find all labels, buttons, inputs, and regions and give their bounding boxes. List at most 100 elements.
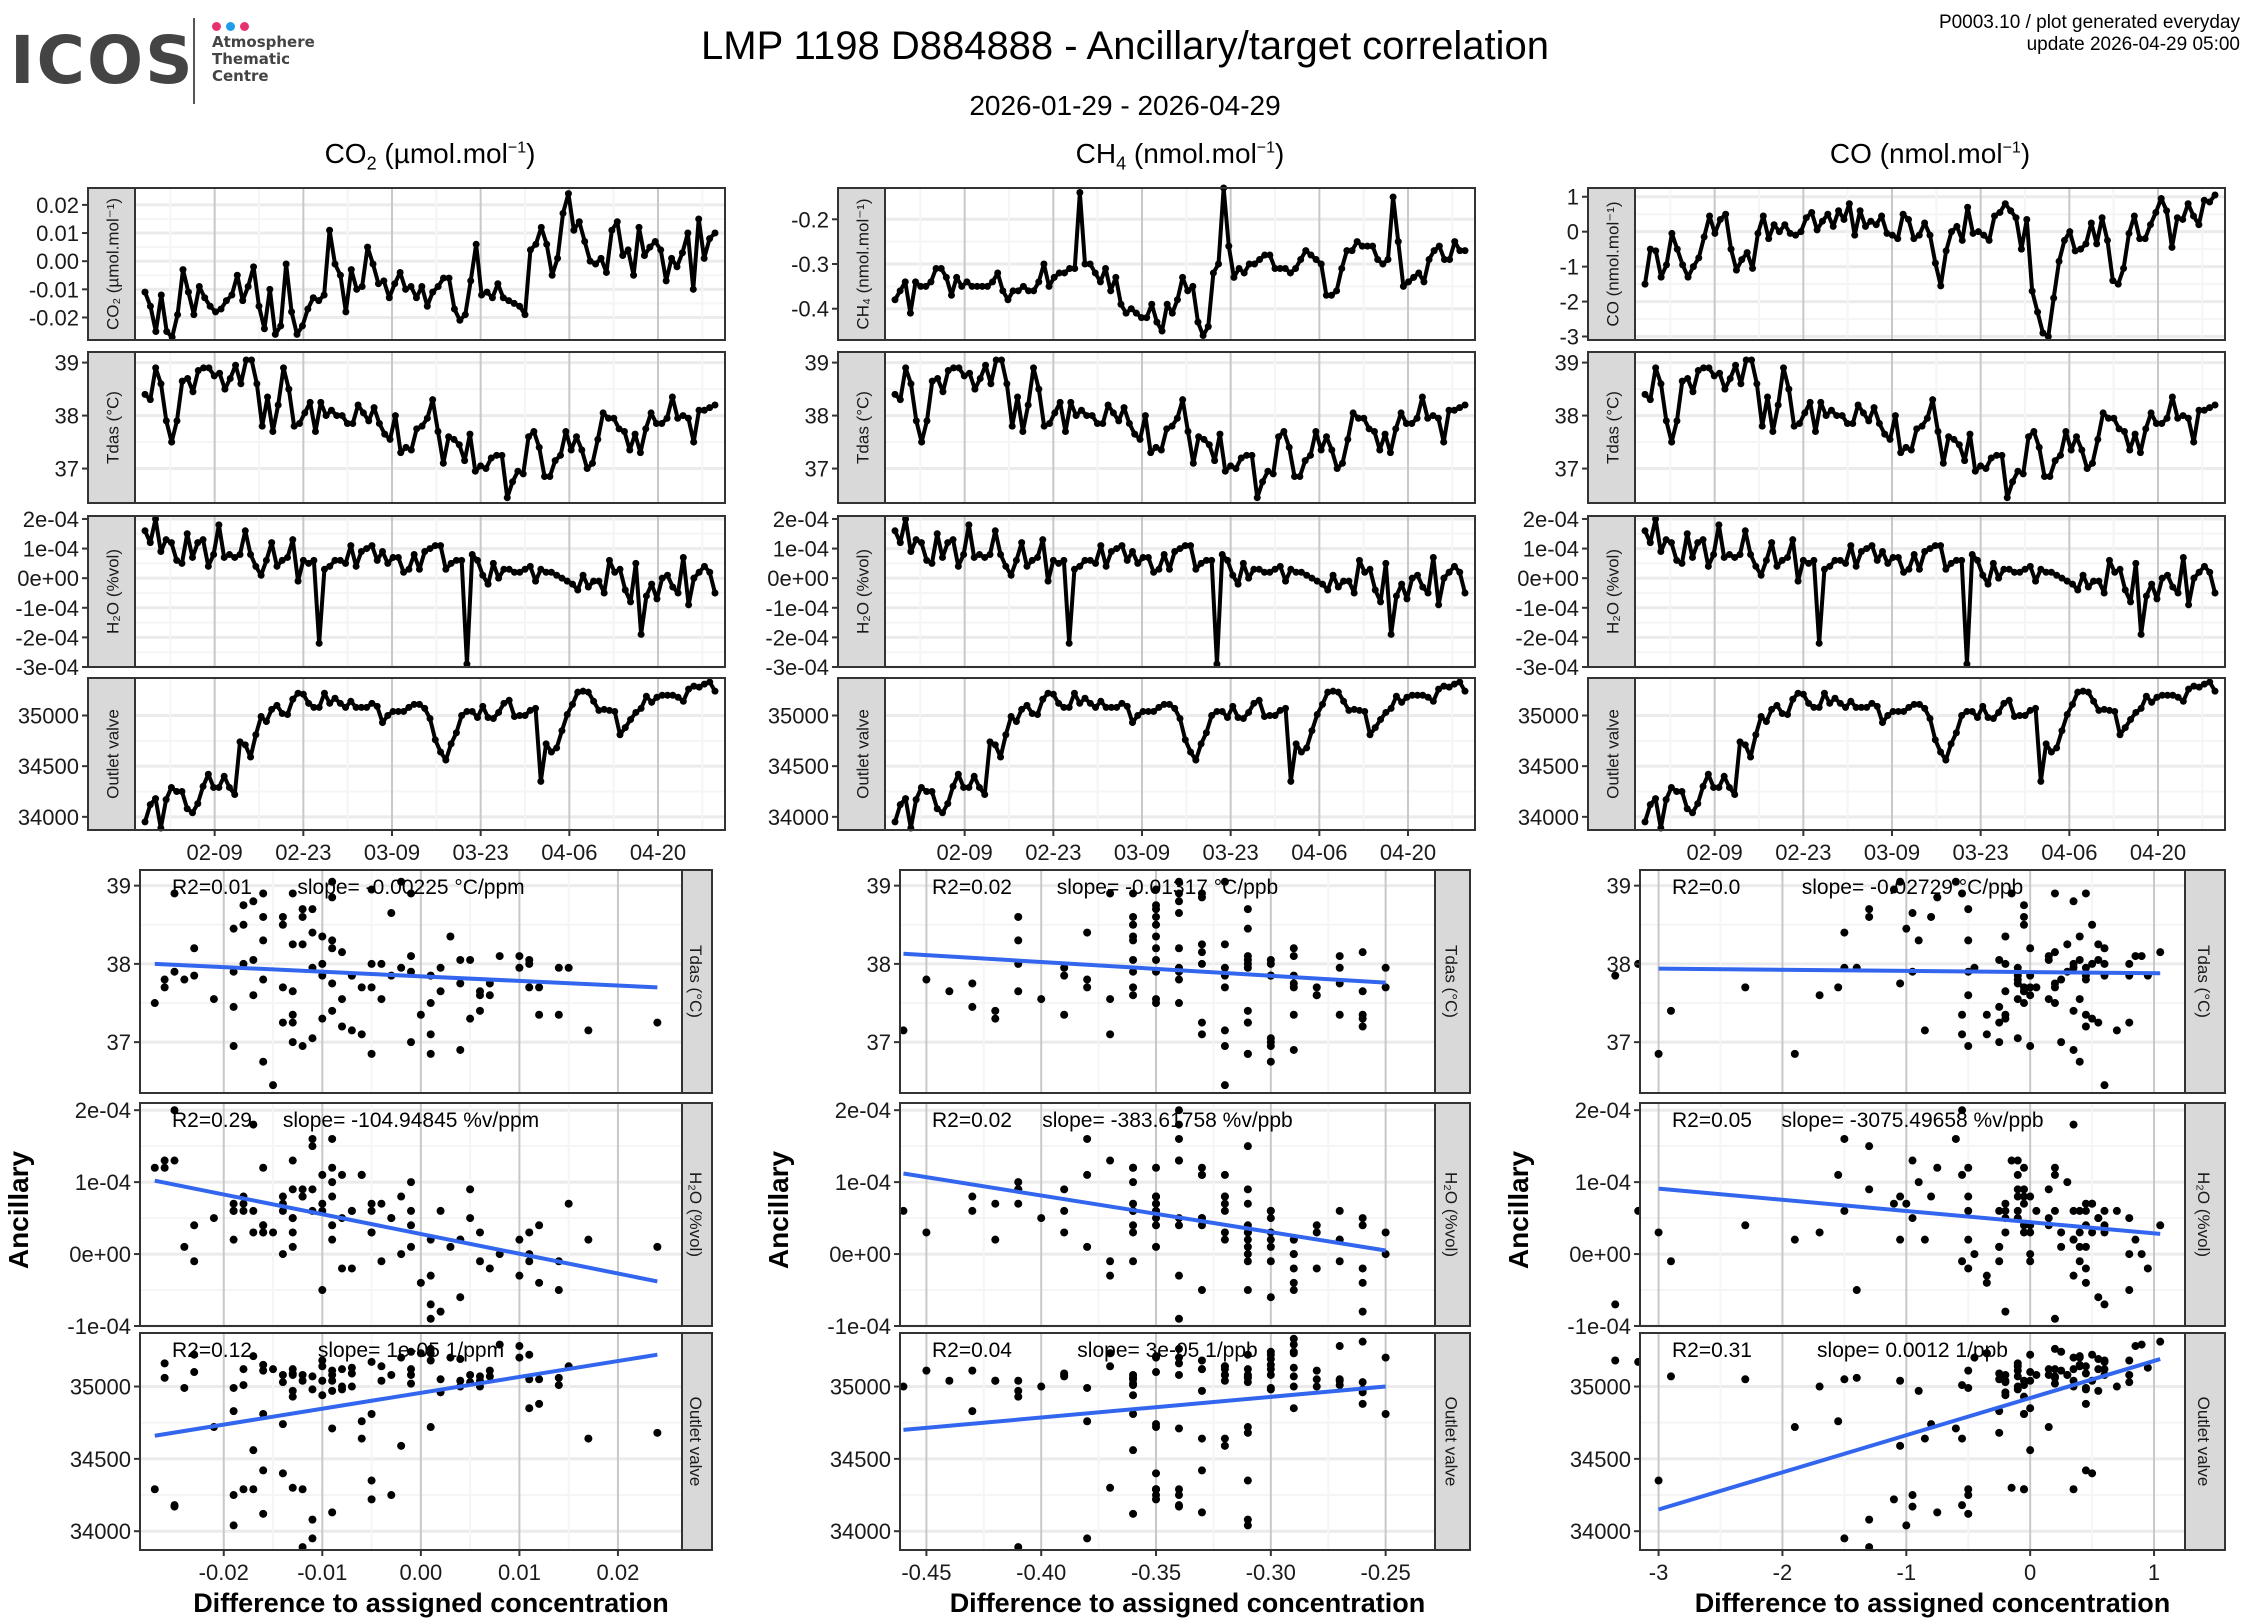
data-point bbox=[1759, 212, 1767, 220]
data-point bbox=[1122, 309, 1130, 317]
data-point bbox=[1993, 451, 2001, 459]
data-point bbox=[1921, 219, 1929, 227]
data-point bbox=[210, 550, 218, 558]
data-point bbox=[1968, 707, 1976, 715]
data-point bbox=[933, 530, 941, 538]
scatter-point bbox=[2075, 1206, 2084, 1215]
data-point bbox=[1868, 699, 1876, 707]
data-point bbox=[1764, 393, 1772, 401]
data-point bbox=[632, 559, 640, 567]
data-point bbox=[1826, 699, 1834, 707]
data-point bbox=[960, 783, 968, 791]
data-point bbox=[1435, 685, 1443, 693]
data-point bbox=[2169, 583, 2177, 591]
data-point bbox=[1875, 420, 1883, 428]
data-point bbox=[1253, 494, 1261, 502]
data-point bbox=[668, 393, 676, 401]
scatter-point bbox=[1243, 1428, 1252, 1437]
scatter-point bbox=[1243, 1250, 1252, 1259]
data-point bbox=[564, 190, 572, 198]
panel-background bbox=[140, 870, 682, 1093]
data-point bbox=[1152, 443, 1160, 451]
data-point bbox=[998, 356, 1006, 364]
data-point bbox=[1699, 782, 1707, 790]
data-point bbox=[1230, 273, 1238, 281]
data-point bbox=[1668, 229, 1676, 237]
scatter-point bbox=[2075, 1228, 2084, 1237]
data-point bbox=[190, 311, 198, 319]
scatter-point bbox=[2007, 1483, 2016, 1492]
data-point bbox=[1450, 680, 1458, 688]
data-point bbox=[711, 687, 719, 695]
data-point bbox=[1040, 260, 1048, 268]
data-point bbox=[2185, 685, 2193, 693]
y-tick-label: -2 bbox=[1559, 290, 1579, 315]
scatter-point bbox=[318, 1362, 327, 1371]
data-point bbox=[194, 367, 202, 375]
scatter-point bbox=[1995, 1428, 2004, 1437]
scatter-point bbox=[190, 944, 199, 953]
scatter-point bbox=[278, 920, 287, 929]
data-point bbox=[1810, 703, 1818, 711]
data-point bbox=[1303, 571, 1311, 579]
data-point bbox=[183, 530, 191, 538]
data-point bbox=[1863, 703, 1871, 711]
data-point bbox=[2179, 215, 2187, 223]
scatter-point bbox=[2100, 1081, 2109, 1090]
scatter-point bbox=[278, 1378, 287, 1387]
data-point bbox=[299, 556, 307, 564]
data-point bbox=[461, 457, 469, 465]
data-point bbox=[1361, 707, 1369, 715]
scatter-point bbox=[1174, 975, 1183, 984]
scatter-point bbox=[2013, 979, 2022, 988]
slope-annotation: slope= 1e-05 1/ppm bbox=[318, 1339, 504, 1362]
data-point bbox=[535, 443, 543, 451]
data-point bbox=[532, 240, 540, 248]
data-point bbox=[157, 291, 165, 299]
data-point bbox=[2142, 592, 2150, 600]
scatter-point bbox=[357, 1170, 366, 1179]
data-point bbox=[2200, 562, 2208, 570]
data-point bbox=[1338, 264, 1346, 272]
icos-logo: ICOS Atmosphere Thematic Centre bbox=[10, 18, 330, 108]
data-point bbox=[1012, 718, 1020, 726]
scatter-point bbox=[1174, 1485, 1183, 1494]
scatter-point bbox=[318, 932, 327, 941]
data-point bbox=[1794, 577, 1802, 585]
data-point bbox=[711, 401, 719, 409]
scatter-point bbox=[1289, 1286, 1298, 1295]
data-point bbox=[474, 556, 481, 564]
data-point bbox=[1158, 327, 1166, 335]
data-point bbox=[1977, 462, 1985, 470]
scatter-point bbox=[2026, 1257, 2035, 1266]
scatter-point bbox=[1964, 991, 1973, 1000]
data-point bbox=[375, 420, 383, 428]
data-point bbox=[569, 700, 576, 708]
scatter-point bbox=[899, 1026, 908, 1035]
data-point bbox=[463, 707, 471, 715]
data-point bbox=[1856, 207, 1864, 215]
scatter-point bbox=[2075, 1362, 2084, 1371]
scatter-point bbox=[554, 1286, 563, 1295]
data-point bbox=[1377, 598, 1385, 606]
scatter-point bbox=[1896, 1376, 1905, 1385]
data-point bbox=[1129, 548, 1136, 556]
data-point bbox=[2050, 294, 2058, 302]
scatter-point bbox=[1152, 1423, 1161, 1432]
scatter-point bbox=[2026, 944, 2035, 953]
data-point bbox=[619, 252, 627, 260]
data-point bbox=[2153, 693, 2161, 701]
scatter-point bbox=[2050, 948, 2059, 957]
data-point bbox=[1667, 783, 1675, 791]
data-point bbox=[1171, 548, 1179, 556]
data-point bbox=[1926, 545, 1934, 553]
data-point bbox=[526, 706, 534, 714]
scatter-point bbox=[1914, 1386, 1923, 1395]
scatter-point bbox=[426, 1030, 435, 1039]
data-point bbox=[2037, 565, 2045, 573]
data-point bbox=[584, 688, 592, 696]
data-point bbox=[1007, 571, 1015, 579]
data-point bbox=[1403, 595, 1411, 603]
scatter-point bbox=[1060, 1185, 1069, 1194]
facet-strip bbox=[837, 677, 886, 831]
